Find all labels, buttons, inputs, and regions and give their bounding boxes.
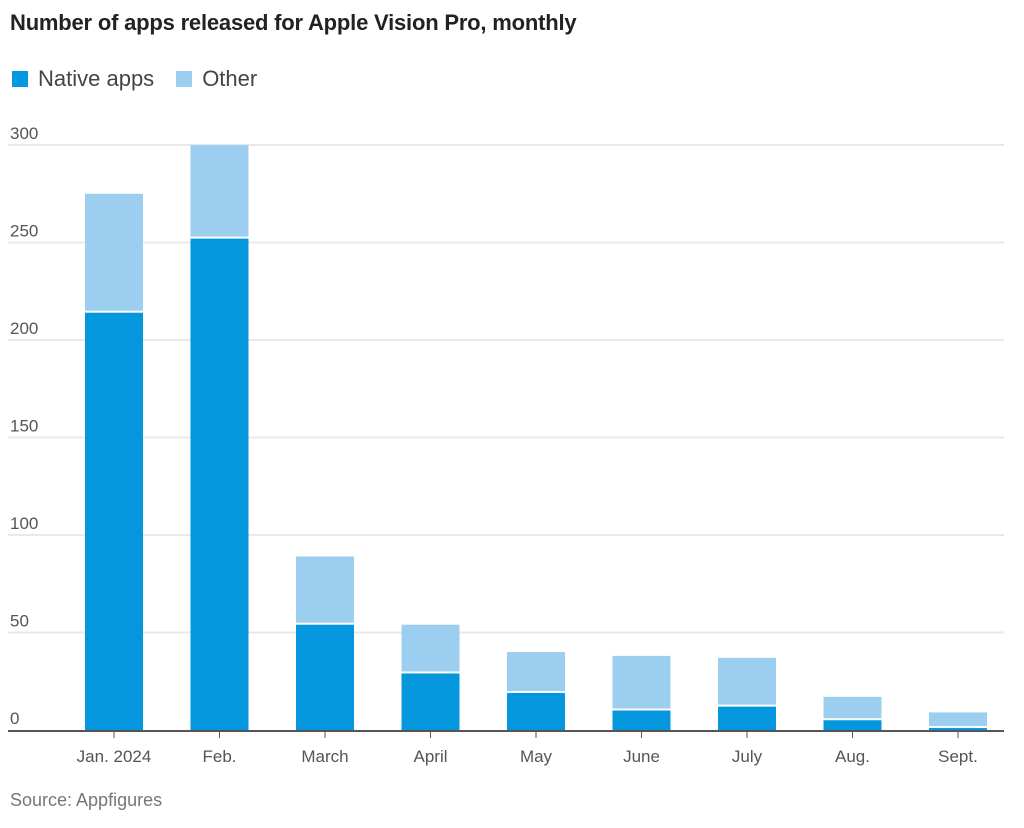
bar-other [190, 145, 249, 237]
bar-native [296, 624, 354, 730]
y-tick-label: 200 [10, 319, 38, 338]
source-note: Source: Appfigures [10, 790, 163, 810]
x-tick-label: June [623, 747, 660, 766]
bar-other [296, 556, 354, 623]
legend-item-native: Native apps [12, 66, 154, 92]
chart-title: Number of apps released for Apple Vision… [10, 10, 577, 35]
legend-label-other: Other [202, 66, 258, 91]
legend: Native apps Other [12, 66, 257, 92]
x-tick-label: March [301, 747, 348, 766]
bar-native [929, 728, 987, 730]
bar-other [612, 655, 671, 709]
bar-native [190, 238, 249, 730]
x-tick-label: July [732, 747, 763, 766]
y-tick-label: 0 [10, 709, 19, 728]
bar-other [718, 657, 776, 705]
x-tick-label: Feb. [202, 747, 236, 766]
bar-other [507, 652, 565, 691]
bar-native [823, 720, 882, 730]
y-tick-label: 150 [10, 417, 38, 436]
y-tick-label: 300 [10, 124, 38, 143]
bar-other [823, 696, 882, 719]
bar-native [507, 692, 565, 730]
bar-other [401, 624, 460, 672]
x-tick-label: April [413, 747, 447, 766]
legend-swatch-native [12, 71, 28, 87]
x-tick-label: Jan. 2024 [77, 747, 152, 766]
y-tick-label: 50 [10, 612, 29, 631]
bar-native [85, 312, 143, 730]
y-tick-label: 100 [10, 514, 38, 533]
bar-other [929, 712, 987, 727]
bar-native [401, 673, 460, 730]
legend-swatch-other [176, 71, 193, 87]
y-tick-label: 250 [10, 222, 38, 241]
bar-native [718, 706, 776, 730]
x-tick-label: Aug. [835, 747, 870, 766]
x-tick-label: Sept. [938, 747, 978, 766]
x-tick-label: May [520, 747, 553, 766]
bar-native [612, 710, 671, 730]
bar-other [85, 193, 143, 311]
legend-item-other: Other [176, 66, 257, 92]
legend-label-native: Native apps [38, 66, 155, 91]
